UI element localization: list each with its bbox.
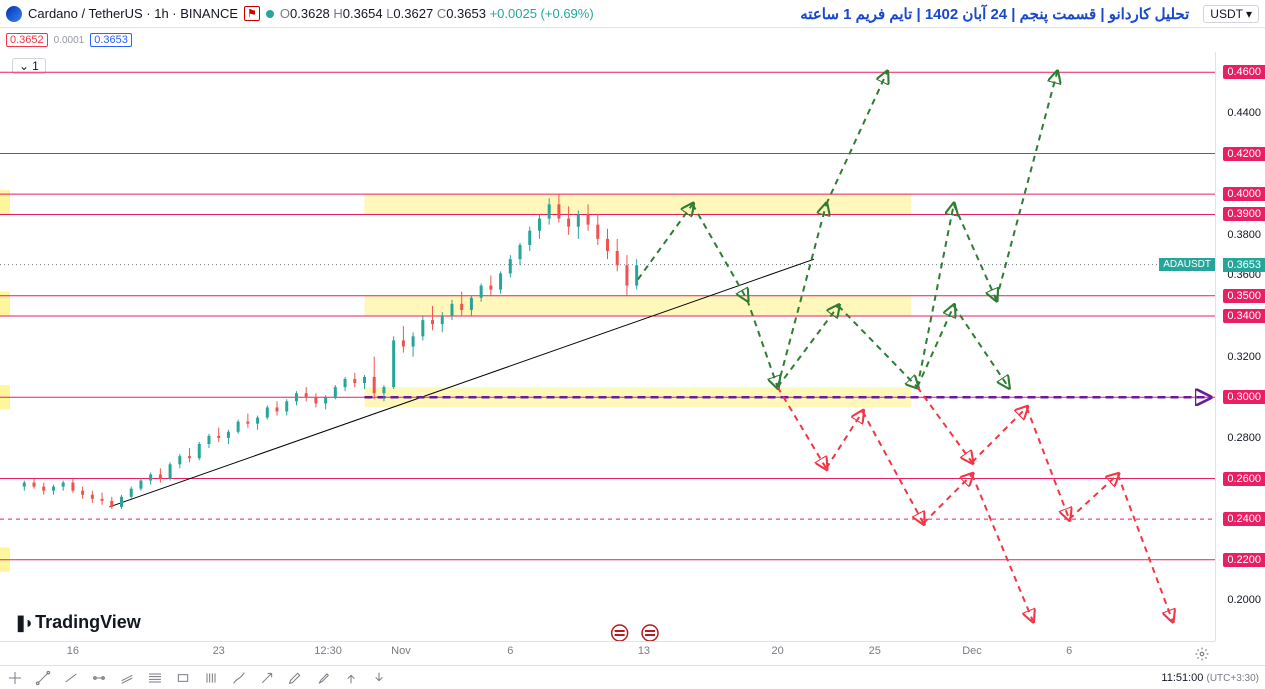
cross-tool-icon[interactable]: [6, 669, 24, 687]
x-tick: 16: [67, 645, 79, 657]
currency-selector[interactable]: USDT▾: [1203, 5, 1259, 23]
price-level-tag: 0.4000: [1223, 187, 1265, 201]
x-tick: Dec: [962, 645, 982, 657]
fib-tool-icon[interactable]: [146, 669, 164, 687]
price-level-tag: 0.3500: [1223, 289, 1265, 303]
long-position-icon[interactable]: [342, 669, 360, 687]
pencil-tool-icon[interactable]: [286, 669, 304, 687]
ohlc-readout: O0.3628 H0.3654 L0.3627 C0.3653 +0.0025 …: [280, 6, 594, 21]
price-level-tag: 0.2400: [1223, 512, 1265, 526]
y-tick: 0.2000: [1227, 594, 1261, 606]
gear-icon[interactable]: [1195, 647, 1209, 661]
x-tick: 13: [638, 645, 650, 657]
flag-icon: ⚑: [244, 6, 260, 21]
x-tick: 23: [213, 645, 225, 657]
eyedropper-tool-icon[interactable]: [314, 669, 332, 687]
y-tick: 0.3200: [1227, 351, 1261, 363]
analysis-headline: تحلیل کاردانو | قسمت پنجم | 24 آبان 1402…: [800, 5, 1189, 23]
clock-readout: 11:51:00 (UTC+3:30): [1161, 672, 1259, 684]
channel-tool-icon[interactable]: [118, 669, 136, 687]
price-level-tag: 0.4600: [1223, 65, 1265, 79]
line-tool-icon[interactable]: [62, 669, 80, 687]
x-tick: Nov: [391, 645, 411, 657]
chart-header: Cardano / TetherUS · 1h · BINANCE ⚑ O0.3…: [0, 0, 1265, 28]
price-level-tag: 0.2600: [1223, 472, 1265, 486]
rect-tool-icon[interactable]: [174, 669, 192, 687]
indicator-row: 0.3652 0.0001 0.3653: [0, 28, 1265, 52]
chart-canvas[interactable]: [0, 52, 1215, 641]
chevron-down-icon: ▾: [1246, 7, 1252, 21]
x-tick: 6: [507, 645, 513, 657]
market-status-icon: [266, 10, 274, 18]
y-tick: 0.2800: [1227, 432, 1261, 444]
price-level-tag: 0.4200: [1223, 147, 1265, 161]
live-price-tag: 0.3653: [1223, 258, 1265, 272]
drawing-toolbar: 11:51:00 (UTC+3:30): [0, 665, 1265, 689]
asset-logo-icon: [6, 6, 22, 22]
time-axis[interactable]: 16 23 12:30 Nov 6 13 20 25 Dec 6: [0, 641, 1215, 665]
y-tick: 0.4400: [1227, 107, 1261, 119]
price-level-tag: 0.3900: [1223, 207, 1265, 221]
price-axis[interactable]: 0.44000.38000.36000.32000.28000.20000.46…: [1215, 52, 1265, 641]
hline-tool-icon[interactable]: [90, 669, 108, 687]
price-level-tag: 0.3400: [1223, 309, 1265, 323]
range-tool-icon[interactable]: [202, 669, 220, 687]
x-tick: 12:30: [314, 645, 342, 657]
price-level-tag: 0.3000: [1223, 390, 1265, 404]
x-tick: 6: [1066, 645, 1072, 657]
y-tick: 0.3800: [1227, 229, 1261, 241]
trendline-tool-icon[interactable]: [34, 669, 52, 687]
x-tick: 20: [771, 645, 783, 657]
price-box-right: 0.3653: [90, 33, 132, 47]
price-box-left: 0.3652: [6, 33, 48, 47]
arrow-tool-icon[interactable]: [258, 669, 276, 687]
symbol-title[interactable]: Cardano / TetherUS · 1h · BINANCE: [28, 6, 238, 21]
tradingview-logo: TradingView: [14, 612, 141, 633]
brush-tool-icon[interactable]: [230, 669, 248, 687]
x-tick: 25: [869, 645, 881, 657]
price-level-tag: 0.2200: [1223, 553, 1265, 567]
short-position-icon[interactable]: [370, 669, 388, 687]
symbol-price-label: ADAUSDT: [1159, 258, 1215, 271]
price-micro: 0.0001: [54, 35, 85, 46]
